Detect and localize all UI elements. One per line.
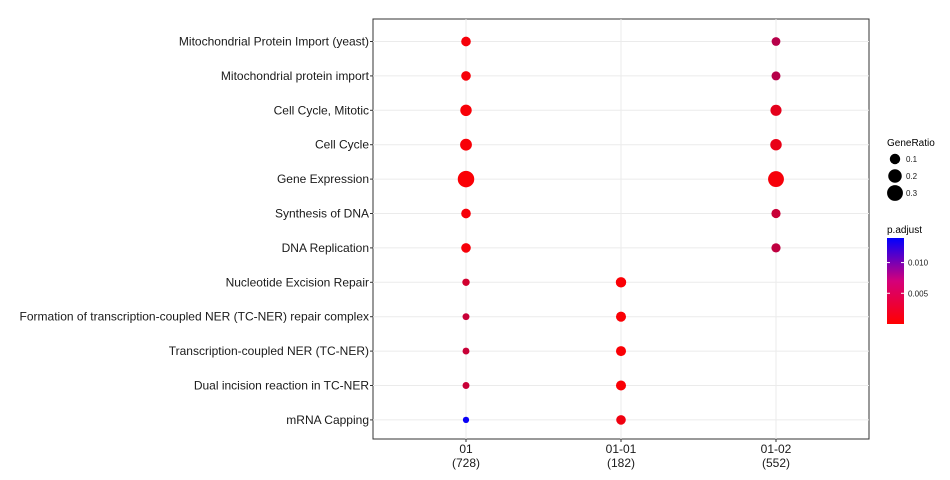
y-tick-label: Mitochondrial Protein Import (yeast)	[179, 35, 369, 49]
size-legend-label: 0.3	[906, 189, 918, 198]
color-legend-bar	[887, 238, 904, 324]
x-tick-label: (728)	[452, 456, 480, 470]
y-tick-label: Gene Expression	[277, 172, 369, 186]
color-legend-label: 0.010	[908, 259, 929, 268]
y-tick-label: Formation of transcription-coupled NER (…	[20, 310, 369, 324]
dot-point	[462, 416, 470, 424]
y-tick-label: Dual incision reaction in TC-NER	[194, 379, 370, 393]
dot-point	[460, 138, 472, 151]
dot-point	[615, 311, 627, 322]
size-legend-title: GeneRatio	[887, 138, 935, 149]
color-legend-label: 0.005	[908, 289, 929, 298]
dot-point	[768, 171, 784, 188]
dot-point	[616, 415, 626, 425]
dot-point	[771, 208, 781, 219]
dot-point	[457, 170, 475, 188]
dot-point	[770, 104, 782, 116]
y-tick-label: Nucleotide Excision Repair	[226, 275, 369, 289]
size-legend-dot	[888, 169, 902, 183]
size-legend-dot	[889, 153, 901, 165]
dot-point	[771, 71, 781, 81]
color-legend-title: p.adjust	[887, 225, 922, 236]
dot-point	[615, 380, 627, 391]
dot-point	[461, 208, 471, 219]
dot-point	[461, 71, 471, 81]
size-legend-label: 0.2	[906, 172, 918, 181]
data-points	[457, 36, 784, 425]
y-tick-label: Cell Cycle, Mitotic	[274, 103, 369, 117]
y-tick-label: Synthesis of DNA	[275, 207, 369, 221]
y-axis-labels: Mitochondrial Protein Import (yeast) Mito…	[20, 35, 373, 427]
size-legend-dot	[887, 185, 903, 201]
x-tick-label: 01	[459, 442, 473, 456]
dot-point	[462, 278, 470, 286]
dot-point	[462, 382, 470, 389]
color-legend-ticks: 0.005 0.010	[887, 259, 929, 298]
dot-point	[462, 313, 470, 321]
dot-point	[771, 37, 781, 46]
y-tick-label: DNA Replication	[282, 241, 369, 255]
x-tick-label: 01-02	[761, 442, 792, 456]
y-tick-label: mRNA Capping	[286, 413, 369, 427]
dot-point	[771, 243, 781, 253]
size-legend-items: 0.1 0.2 0.3	[887, 153, 918, 201]
x-tick-label: 01-01	[606, 442, 637, 456]
x-axis-labels: 01(728) 01-01(182) 01-02(552)	[452, 439, 792, 470]
legend: GeneRatio 0.1 0.2 0.3 p.adjust 0.005 0.010	[887, 138, 935, 324]
dot-point	[461, 36, 471, 47]
size-legend-label: 0.1	[906, 155, 918, 164]
dot-point	[770, 138, 782, 151]
dot-point	[460, 104, 472, 117]
dot-point	[615, 346, 627, 357]
x-tick-label: (182)	[607, 456, 635, 470]
dot-point	[615, 277, 627, 288]
y-tick-label: Cell Cycle	[315, 138, 369, 152]
x-tick-label: (552)	[762, 456, 790, 470]
y-tick-label: Mitochondrial protein import	[221, 69, 370, 83]
dot-point	[461, 243, 471, 253]
dot-point	[462, 347, 470, 355]
y-tick-label: Transcription-coupled NER (TC-NER)	[169, 344, 369, 358]
